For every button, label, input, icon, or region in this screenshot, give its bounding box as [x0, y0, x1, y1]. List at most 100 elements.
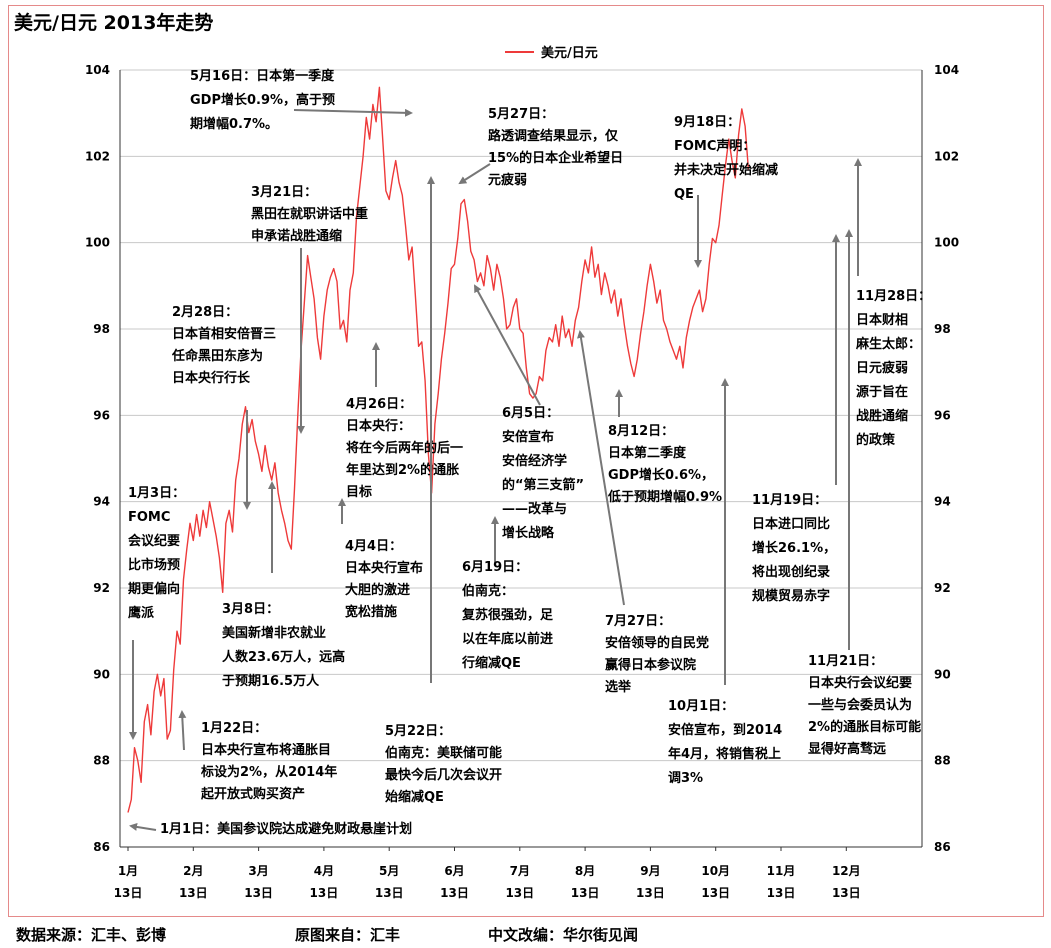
annotation-text: 的政策 — [856, 432, 896, 448]
x-tick-label: 13日 — [701, 886, 730, 900]
x-tick-label: 6月 — [444, 864, 464, 878]
x-tick-label: 4月 — [314, 864, 334, 878]
annotation-text: 战胜通缩 — [856, 408, 908, 424]
annotation-text: 美国新增非农就业 — [222, 625, 326, 641]
annotation-text: 赢得日本参议院 — [605, 657, 696, 673]
annotation-text: 复苏很强劲，足 — [461, 607, 554, 623]
y-tick-label-left: 88 — [93, 754, 110, 768]
annotation-text: 会议纪要 — [128, 533, 180, 549]
annotation-arrow — [474, 284, 541, 406]
annotation-text: 比市场预 — [128, 557, 180, 573]
annotation-text: 安倍宣布 — [502, 429, 554, 445]
annotation-text: 7月27日： — [605, 614, 671, 629]
annotation-text: 任命黑田东彦为 — [171, 348, 263, 364]
x-tick-label: 9月 — [640, 864, 660, 878]
legend-label: 美元/日元 — [541, 45, 598, 61]
annotation-text: 最快今后几次会议开 — [385, 767, 502, 783]
annotation-text: 1月1日：美国参议院达成避免财政悬崖计划 — [160, 821, 412, 837]
annotation-text: 15%的日本企业希望日 — [488, 150, 623, 166]
annotation-text: 安倍经济学 — [502, 453, 567, 469]
series-line-usdjpy — [127, 86, 750, 813]
annotation-text: 日元疲弱 — [856, 360, 908, 376]
x-tick-label: 10月 — [701, 864, 730, 878]
footer-origin: 原图来自：汇丰 — [295, 926, 401, 944]
y-tick-label-left: 96 — [93, 408, 110, 422]
x-tick-label: 7月 — [510, 864, 530, 878]
annotation-text: 路透调查结果显示，仅 — [488, 128, 619, 144]
x-tick-label: 8月 — [575, 864, 595, 878]
annotation-text: 低于预期增幅0.9% — [607, 489, 722, 505]
x-tick-label: 13日 — [505, 886, 534, 900]
annotation-text: 申承诺战胜通缩 — [251, 228, 342, 244]
annotation-text: 6月19日： — [462, 560, 528, 575]
annotation-text: QE — [674, 187, 694, 202]
annotation-text: 2月28日： — [172, 305, 238, 320]
y-tick-label-left: 92 — [93, 581, 110, 595]
annotation-text: 选举 — [605, 679, 632, 695]
annotation-text: 日本央行宣布将通胀目 — [201, 742, 331, 758]
annotation-text: GDP增长0.9%，高于预 — [190, 92, 335, 108]
annotation-text: 6月5日： — [502, 406, 559, 421]
annotation-text: 起开放式购买资产 — [200, 786, 305, 802]
annotation-text: 11月21日： — [808, 654, 883, 669]
x-tick-label: 3月 — [248, 864, 268, 878]
annotation-text: 安倍宣布，到2014 — [668, 722, 782, 738]
annotation-text: 一些与会委员认为 — [808, 697, 912, 713]
chart-frame — [8, 5, 1044, 917]
y-tick-label-right: 102 — [934, 149, 959, 163]
annotation-text: 鹰派 — [128, 605, 155, 621]
x-tick-label: 13日 — [636, 886, 665, 900]
x-tick-label: 13日 — [179, 886, 208, 900]
y-tick-label-left: 100 — [85, 236, 110, 250]
annotation-text: 日本财相 — [856, 312, 908, 328]
y-tick-label-right: 94 — [934, 495, 951, 509]
y-tick-label-right: 104 — [934, 63, 959, 77]
annotation-text: 日本央行宣布 — [345, 560, 423, 576]
annotation-text: 行缩减QE — [461, 655, 521, 671]
annotation-text: 麻生太郎： — [855, 336, 921, 352]
annotation-text: 安倍领导的自民党 — [605, 635, 709, 651]
annotation-text: ——改革与 — [502, 501, 567, 517]
y-tick-label-right: 98 — [934, 322, 951, 336]
annotation-text: 期增幅0.7%。 — [190, 116, 278, 132]
annotation-text: 日本首相安倍晋三 — [172, 326, 276, 342]
annotation-text: 年里达到2%的通胀 — [346, 462, 459, 478]
annotation-text: 黑田在就职讲话中重 — [251, 206, 368, 222]
annotation-text: 并未决定开始缩减 — [674, 162, 778, 178]
annotation-text: 伯南克： — [462, 583, 514, 599]
annotation-text: 以在年底以前进 — [462, 631, 553, 647]
annotation-text: 期更偏向 — [128, 581, 180, 597]
x-tick-label: 5月 — [379, 864, 399, 878]
annotation-text: 于预期16.5万人 — [222, 673, 320, 689]
annotation-text: 2%的通胀目标可能 — [808, 719, 921, 735]
annotation-arrow — [577, 330, 625, 606]
annotation-text: 4月4日： — [345, 539, 402, 554]
x-tick-label: 13日 — [114, 886, 143, 900]
y-tick-label-right: 92 — [934, 581, 951, 595]
annotation-text: 日本央行： — [346, 418, 411, 434]
annotation-text: 年4月，将销售税上 — [668, 746, 781, 762]
y-tick-label-left: 98 — [93, 322, 110, 336]
annotation-text: 源于旨在 — [856, 384, 908, 400]
x-tick-label: 13日 — [832, 886, 861, 900]
annotation-text: 始缩减QE — [385, 789, 444, 805]
x-tick-label: 11月 — [767, 864, 796, 878]
annotation-text: 日本第二季度 — [608, 445, 687, 461]
x-tick-label: 13日 — [767, 886, 796, 900]
annotation-text: 5月27日： — [488, 107, 554, 122]
annotation-text: 日本进口同比 — [752, 516, 830, 532]
y-tick-label-left: 104 — [85, 63, 110, 77]
x-tick-label: 1月 — [118, 864, 138, 878]
footer-editor: 中文改编：华尔街见闻 — [488, 926, 639, 944]
y-tick-label-left: 102 — [85, 149, 110, 163]
chart-title: 美元/日元 2013年走势 — [14, 12, 214, 34]
annotation-text: 9月18日： — [674, 115, 740, 130]
annotation-text: 元疲弱 — [488, 172, 527, 188]
annotation-text: 将出现创纪录 — [752, 564, 830, 580]
annotation-text: FOMC声明： — [674, 138, 755, 154]
annotation-text: 8月12日： — [608, 424, 674, 439]
annotation-text: 标设为2%，从2014年 — [200, 764, 337, 780]
annotation-text: 5月16日：日本第一季度 — [190, 68, 335, 84]
y-tick-label-right: 86 — [934, 840, 951, 854]
